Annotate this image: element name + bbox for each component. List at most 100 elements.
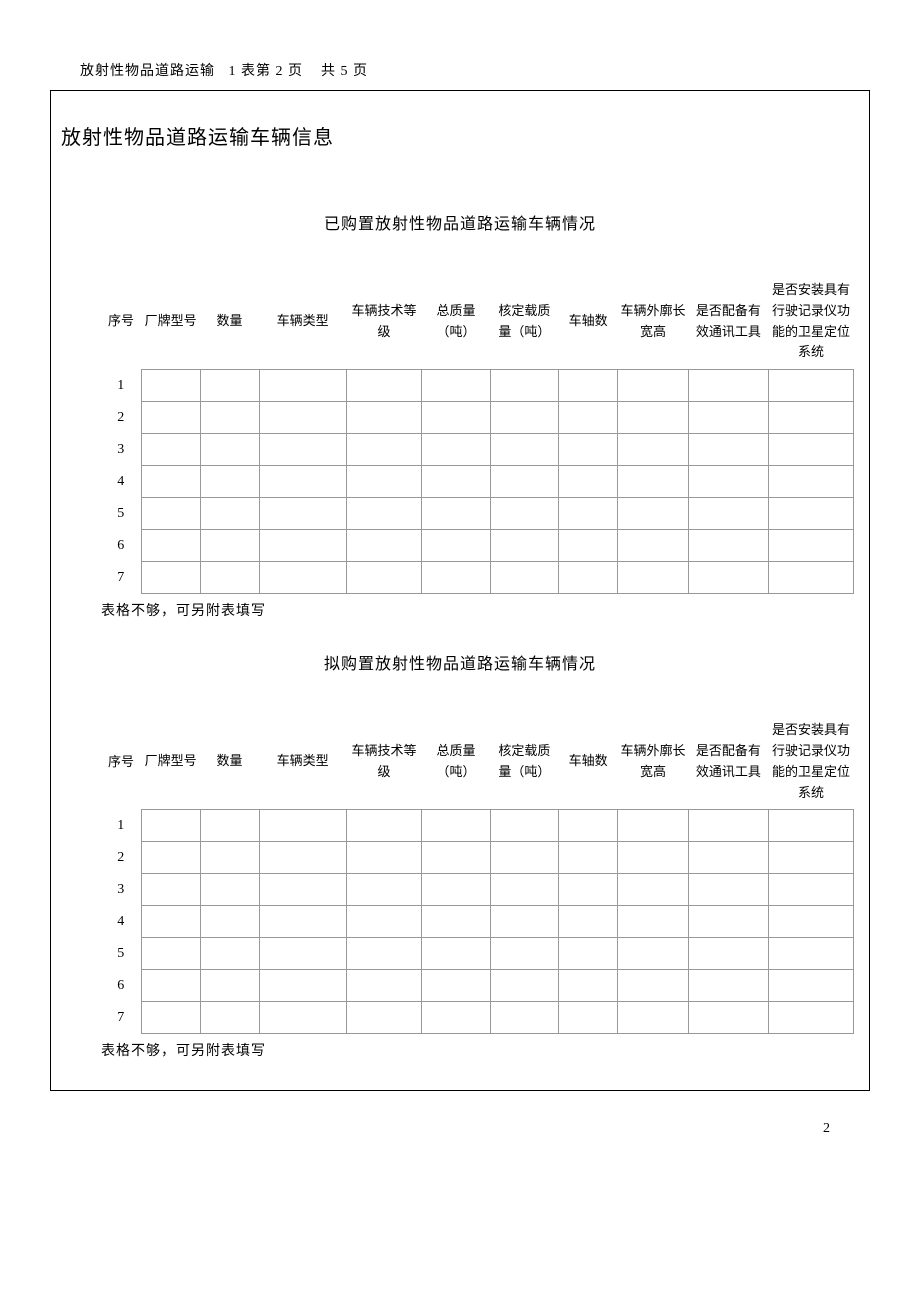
cell[interactable] [490, 498, 558, 530]
cell[interactable] [259, 562, 346, 594]
cell[interactable] [618, 434, 689, 466]
cell[interactable] [200, 938, 259, 970]
cell[interactable] [200, 810, 259, 842]
cell[interactable] [688, 906, 768, 938]
cell[interactable] [346, 938, 421, 970]
cell[interactable] [346, 466, 421, 498]
cell[interactable] [200, 434, 259, 466]
cell[interactable] [618, 906, 689, 938]
cell[interactable] [769, 874, 854, 906]
cell[interactable] [688, 370, 768, 402]
cell[interactable] [346, 434, 421, 466]
cell[interactable] [259, 370, 346, 402]
cell[interactable] [259, 938, 346, 970]
cell[interactable] [200, 402, 259, 434]
cell[interactable] [422, 842, 490, 874]
cell[interactable] [141, 938, 200, 970]
cell[interactable] [618, 530, 689, 562]
cell[interactable] [688, 562, 768, 594]
cell[interactable] [559, 370, 618, 402]
cell[interactable] [259, 530, 346, 562]
cell[interactable] [346, 906, 421, 938]
cell[interactable] [259, 874, 346, 906]
cell[interactable] [618, 970, 689, 1002]
cell[interactable] [490, 970, 558, 1002]
cell[interactable] [141, 970, 200, 1002]
cell[interactable] [490, 466, 558, 498]
cell[interactable] [688, 970, 768, 1002]
cell[interactable] [422, 434, 490, 466]
cell[interactable] [200, 970, 259, 1002]
cell[interactable] [200, 906, 259, 938]
cell[interactable] [490, 402, 558, 434]
cell[interactable] [422, 810, 490, 842]
cell[interactable] [559, 466, 618, 498]
cell[interactable] [141, 402, 200, 434]
cell[interactable] [259, 498, 346, 530]
cell[interactable] [769, 842, 854, 874]
cell[interactable] [769, 498, 854, 530]
cell[interactable] [141, 498, 200, 530]
cell[interactable] [141, 1002, 200, 1034]
cell[interactable] [769, 370, 854, 402]
cell[interactable] [346, 1002, 421, 1034]
cell[interactable] [346, 970, 421, 1002]
cell[interactable] [688, 874, 768, 906]
cell[interactable] [490, 874, 558, 906]
cell[interactable] [141, 434, 200, 466]
cell[interactable] [490, 810, 558, 842]
cell[interactable] [259, 1002, 346, 1034]
cell[interactable] [618, 874, 689, 906]
cell[interactable] [618, 402, 689, 434]
cell[interactable] [259, 466, 346, 498]
cell[interactable] [688, 530, 768, 562]
cell[interactable] [346, 562, 421, 594]
cell[interactable] [200, 498, 259, 530]
cell[interactable] [769, 402, 854, 434]
cell[interactable] [688, 434, 768, 466]
cell[interactable] [559, 906, 618, 938]
cell[interactable] [769, 810, 854, 842]
cell[interactable] [141, 370, 200, 402]
cell[interactable] [200, 370, 259, 402]
cell[interactable] [618, 562, 689, 594]
cell[interactable] [688, 402, 768, 434]
cell[interactable] [346, 874, 421, 906]
cell[interactable] [688, 466, 768, 498]
cell[interactable] [618, 810, 689, 842]
cell[interactable] [490, 842, 558, 874]
cell[interactable] [559, 810, 618, 842]
cell[interactable] [688, 810, 768, 842]
cell[interactable] [559, 842, 618, 874]
cell[interactable] [141, 466, 200, 498]
cell[interactable] [618, 466, 689, 498]
cell[interactable] [259, 402, 346, 434]
cell[interactable] [141, 562, 200, 594]
cell[interactable] [346, 530, 421, 562]
cell[interactable] [618, 1002, 689, 1034]
cell[interactable] [688, 1002, 768, 1034]
cell[interactable] [559, 874, 618, 906]
cell[interactable] [688, 938, 768, 970]
cell[interactable] [346, 370, 421, 402]
cell[interactable] [559, 562, 618, 594]
cell[interactable] [490, 530, 558, 562]
cell[interactable] [422, 466, 490, 498]
cell[interactable] [422, 402, 490, 434]
cell[interactable] [259, 810, 346, 842]
cell[interactable] [346, 810, 421, 842]
cell[interactable] [769, 970, 854, 1002]
cell[interactable] [422, 530, 490, 562]
cell[interactable] [200, 842, 259, 874]
cell[interactable] [200, 1002, 259, 1034]
cell[interactable] [200, 466, 259, 498]
cell[interactable] [769, 938, 854, 970]
cell[interactable] [559, 970, 618, 1002]
cell[interactable] [259, 970, 346, 1002]
cell[interactable] [141, 906, 200, 938]
cell[interactable] [422, 906, 490, 938]
cell[interactable] [688, 498, 768, 530]
cell[interactable] [422, 1002, 490, 1034]
cell[interactable] [490, 434, 558, 466]
cell[interactable] [346, 402, 421, 434]
